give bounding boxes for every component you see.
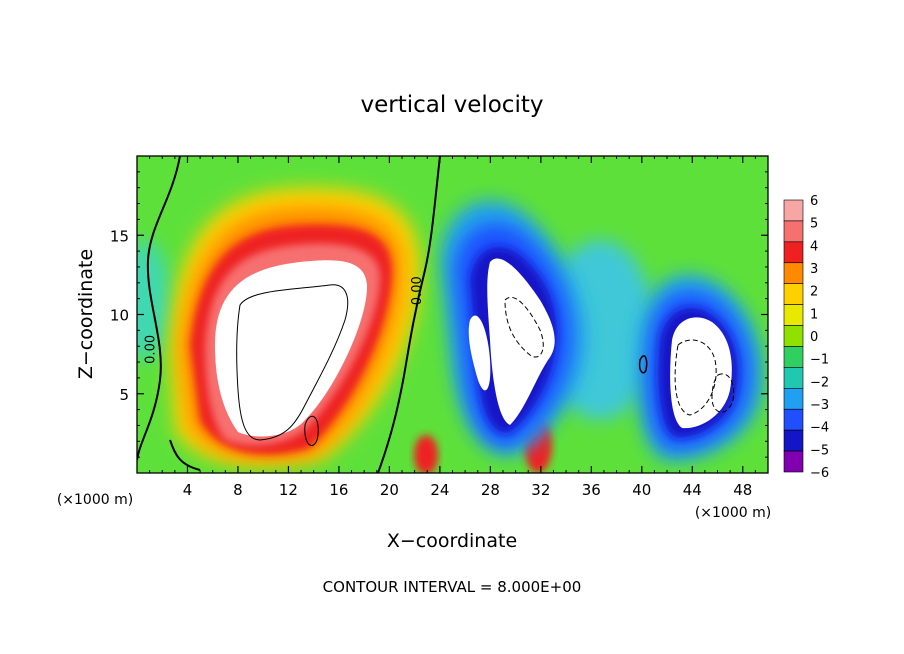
x-tick-label: 20 [380,481,399,499]
contour-lines [137,156,735,473]
negative-contour [674,339,717,416]
y-tick-label: 10 [110,307,129,325]
x-axis-label: X−coordinate [387,530,517,552]
colorbar-swatch [783,450,804,473]
colorbar-swatch [783,283,804,305]
colorbar-swatch [783,325,804,347]
colorbar-label: −4 [810,421,829,436]
contour-interval-label: CONTOUR INTERVAL = 8.000E+00 [323,578,582,596]
colorbar-label: 2 [810,285,818,300]
colorbar-swatch [783,367,804,389]
y-tick-label: 5 [119,386,129,404]
colorbar-label: −1 [810,353,829,368]
contour-label: 0.00 [144,335,159,364]
colorbar-label: 1 [810,307,818,322]
chart-title: vertical velocity [361,92,544,118]
y-axis-label: Z−coordinate [75,249,97,379]
updraft-cell [170,187,421,466]
x-tick-label: 36 [582,481,601,499]
contour-labels: 0.00 0.00 [144,276,425,364]
negative-contour [504,297,544,358]
x-tick-label: 40 [632,481,651,499]
colorbar-label: 6 [810,194,818,209]
x-tick-label: 8 [233,481,243,499]
colorbar-label: −6 [810,466,829,481]
downdraft-cell [637,274,764,461]
updraft-cell [414,435,438,473]
contour-label: 0.00 [410,276,425,305]
colorbar-swatch [783,199,804,222]
colorbar-swatch [783,346,804,368]
x-tick-label: 48 [733,481,752,499]
colorbar-swatch [783,220,804,243]
colorbar: 6 5 4 3 2 1 0 −1 −2 −3 −4 −5 −6 [783,194,829,481]
colorbar-swatch [783,304,804,326]
colorbar-swatch [783,262,804,284]
positive-contour [304,415,319,446]
heatmap-field: 0.00 0.00 [137,156,768,473]
x-tick-label: 44 [683,481,702,499]
positive-contour [638,355,648,374]
colorbar-label: −2 [810,375,829,390]
colorbar-swatch [783,408,804,431]
positive-contour [236,284,349,441]
x-tick-label: 16 [329,481,348,499]
colorbar-label: −5 [810,443,829,458]
zero-contour [377,156,441,473]
x-tick-label: 32 [531,481,550,499]
zero-contour [169,439,201,471]
zero-contour [137,156,181,461]
x-tick-label: 24 [430,481,449,499]
colorbar-swatch [783,241,804,264]
x-tick-label: 12 [279,481,298,499]
colorbar-label: 4 [810,239,818,254]
colorbar-label: 5 [810,217,818,232]
y-tick-label: 15 [110,227,129,245]
colorbar-swatch [783,429,804,452]
x-tick-label: 28 [481,481,500,499]
colorbar-label: 0 [810,330,818,345]
colorbar-label: 3 [810,262,818,277]
x-tick-label: 4 [183,481,193,499]
colorbar-swatch [783,388,804,410]
x-unit-left: (×1000 m) [57,492,133,508]
x-unit-right: (×1000 m) [695,505,771,521]
weak-downdraft-region [137,240,170,360]
colorbar-label: −3 [810,398,829,413]
